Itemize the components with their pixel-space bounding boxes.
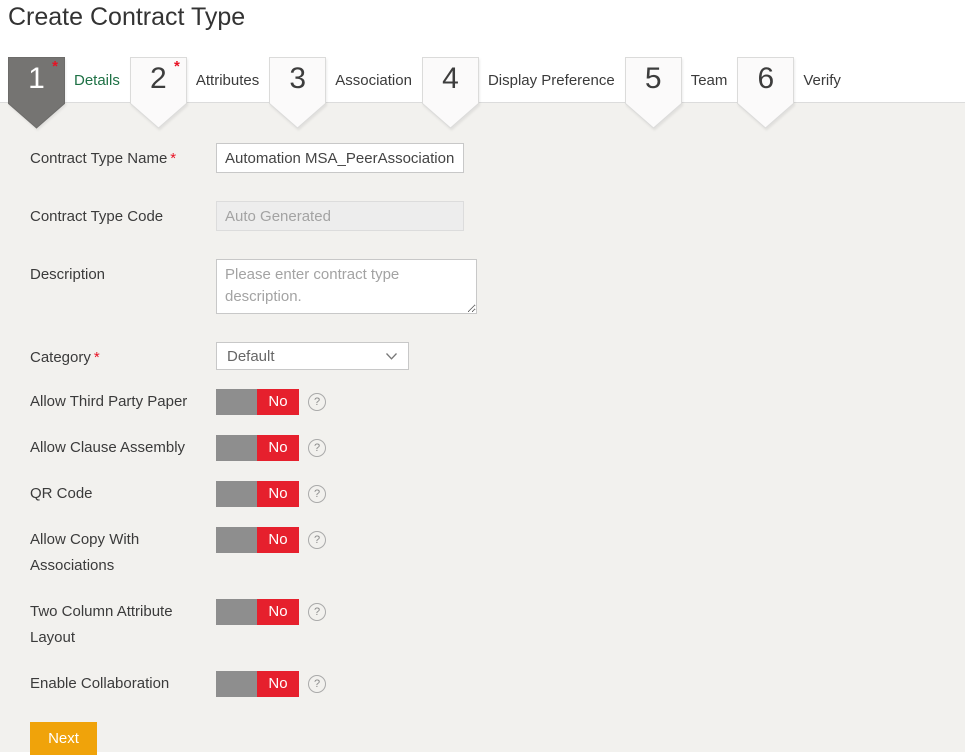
- chevron-down-icon: [386, 352, 397, 360]
- required-asterisk: *: [52, 58, 58, 75]
- step-label[interactable]: Attributes: [195, 72, 260, 89]
- stepper-step-attributes[interactable]: 2 * Attributes: [129, 57, 269, 129]
- step-number: 3: [289, 62, 307, 95]
- required-asterisk: *: [174, 58, 180, 75]
- allow-third-party-paper-row: Allow Third Party Paper No ?: [30, 389, 965, 415]
- stepper-step-association[interactable]: 3 Association: [269, 57, 422, 129]
- step-badge-6[interactable]: 6: [737, 57, 795, 129]
- step-pentagon-icon: [8, 57, 65, 129]
- contract-type-name-row: Contract Type Name *: [30, 143, 965, 173]
- step-label[interactable]: Team: [690, 72, 728, 89]
- two-column-attribute-layout-row: Two Column Attribute Layout No ?: [30, 599, 965, 651]
- wizard-stepper: 1 * Details 2 * Attributes 3 Associ: [8, 57, 851, 129]
- required-asterisk: *: [170, 150, 177, 167]
- stepper-step-team[interactable]: 5 Team: [624, 57, 738, 129]
- toggle-label: Enable Collaboration: [30, 675, 170, 692]
- contract-type-name-input[interactable]: [216, 143, 464, 173]
- category-label: Category *: [30, 342, 216, 371]
- step-label[interactable]: Verify: [803, 72, 841, 89]
- description-textarea[interactable]: [216, 259, 477, 314]
- contract-type-name-label: Contract Type Name *: [30, 143, 216, 172]
- step-badge-5[interactable]: 5: [624, 57, 682, 129]
- category-row: Category * Default: [30, 342, 965, 371]
- description-label: Description: [30, 259, 216, 288]
- label-text: Contract Type Name: [30, 150, 168, 167]
- help-icon[interactable]: ?: [308, 531, 326, 549]
- step-number: 4: [442, 62, 459, 95]
- category-selected-value: Default: [227, 347, 275, 365]
- step-label[interactable]: Details: [74, 72, 120, 89]
- step-pentagon-icon: [624, 57, 682, 129]
- toggle-label: Allow Copy With Associations: [30, 531, 140, 574]
- contract-type-code-input: [216, 201, 464, 231]
- allow-clause-assembly-row: Allow Clause Assembly No ?: [30, 435, 965, 461]
- toggle-off-knob: [216, 527, 257, 553]
- help-icon[interactable]: ?: [308, 393, 326, 411]
- step-pentagon-icon: [737, 57, 795, 129]
- toggle-state-label: No: [257, 435, 299, 461]
- step-badge-2[interactable]: 2 *: [129, 57, 187, 129]
- enable-collaboration-row: Enable Collaboration No ?: [30, 671, 965, 697]
- two-column-attribute-layout-toggle[interactable]: No: [216, 599, 299, 625]
- contract-type-code-label: Contract Type Code: [30, 201, 216, 230]
- step-label[interactable]: Display Preference: [487, 72, 615, 89]
- page-header: Create Contract Type 1 * Details 2 * Att…: [0, 0, 965, 129]
- next-button[interactable]: Next: [30, 722, 97, 755]
- label-text: Contract Type Code: [30, 208, 164, 225]
- step-number: 5: [644, 62, 662, 95]
- step-pentagon-icon: [421, 57, 479, 129]
- description-row: Description: [30, 259, 965, 314]
- help-icon[interactable]: ?: [308, 485, 326, 503]
- stepper-step-display-preference[interactable]: 4 Display Preference: [421, 57, 625, 129]
- toggle-state-label: No: [257, 671, 299, 697]
- toggle-label: Allow Third Party Paper: [30, 393, 188, 410]
- step-number: 2: [150, 62, 167, 95]
- toggle-label: QR Code: [30, 485, 93, 502]
- allow-third-party-paper-toggle[interactable]: No: [216, 389, 299, 415]
- step-number: 1: [28, 62, 45, 95]
- label-text: Description: [30, 266, 106, 283]
- toggle-state-label: No: [257, 481, 299, 507]
- allow-clause-assembly-toggle[interactable]: No: [216, 435, 299, 461]
- contract-type-code-row: Contract Type Code: [30, 201, 965, 231]
- toggle-label: Two Column Attribute Layout: [30, 603, 173, 646]
- toggle-state-label: No: [257, 527, 299, 553]
- allow-copy-with-associations-toggle[interactable]: No: [216, 527, 299, 553]
- toggle-off-knob: [216, 389, 257, 415]
- step-pentagon-icon: [269, 57, 327, 129]
- enable-collaboration-toggle[interactable]: No: [216, 671, 299, 697]
- page-title: Create Contract Type: [8, 3, 246, 31]
- required-asterisk: *: [93, 349, 100, 366]
- stepper-step-details[interactable]: 1 * Details: [8, 57, 130, 129]
- step-pentagon-icon: [129, 57, 187, 129]
- toggle-off-knob: [216, 481, 257, 507]
- help-icon[interactable]: ?: [308, 675, 326, 693]
- stepper-step-verify[interactable]: 6 Verify: [737, 57, 851, 129]
- toggle-state-label: No: [257, 389, 299, 415]
- toggle-off-knob: [216, 599, 257, 625]
- toggle-label: Allow Clause Assembly: [30, 439, 186, 456]
- step-badge-4[interactable]: 4: [421, 57, 479, 129]
- qr-code-row: QR Code No ?: [30, 481, 965, 507]
- category-select[interactable]: Default: [216, 342, 409, 370]
- step-label[interactable]: Association: [335, 72, 412, 89]
- label-text: Category: [30, 349, 91, 366]
- qr-code-toggle[interactable]: No: [216, 481, 299, 507]
- allow-copy-with-associations-row: Allow Copy With Associations No ?: [30, 527, 965, 579]
- details-form-panel: Contract Type Name* Contract Type Code D…: [0, 103, 965, 755]
- help-icon[interactable]: ?: [308, 439, 326, 457]
- toggle-off-knob: [216, 671, 257, 697]
- step-badge-3[interactable]: 3: [269, 57, 327, 129]
- step-badge-1[interactable]: 1 *: [8, 57, 65, 129]
- step-number: 6: [757, 62, 775, 95]
- toggle-state-label: No: [257, 599, 299, 625]
- toggle-off-knob: [216, 435, 257, 461]
- help-icon[interactable]: ?: [308, 603, 326, 621]
